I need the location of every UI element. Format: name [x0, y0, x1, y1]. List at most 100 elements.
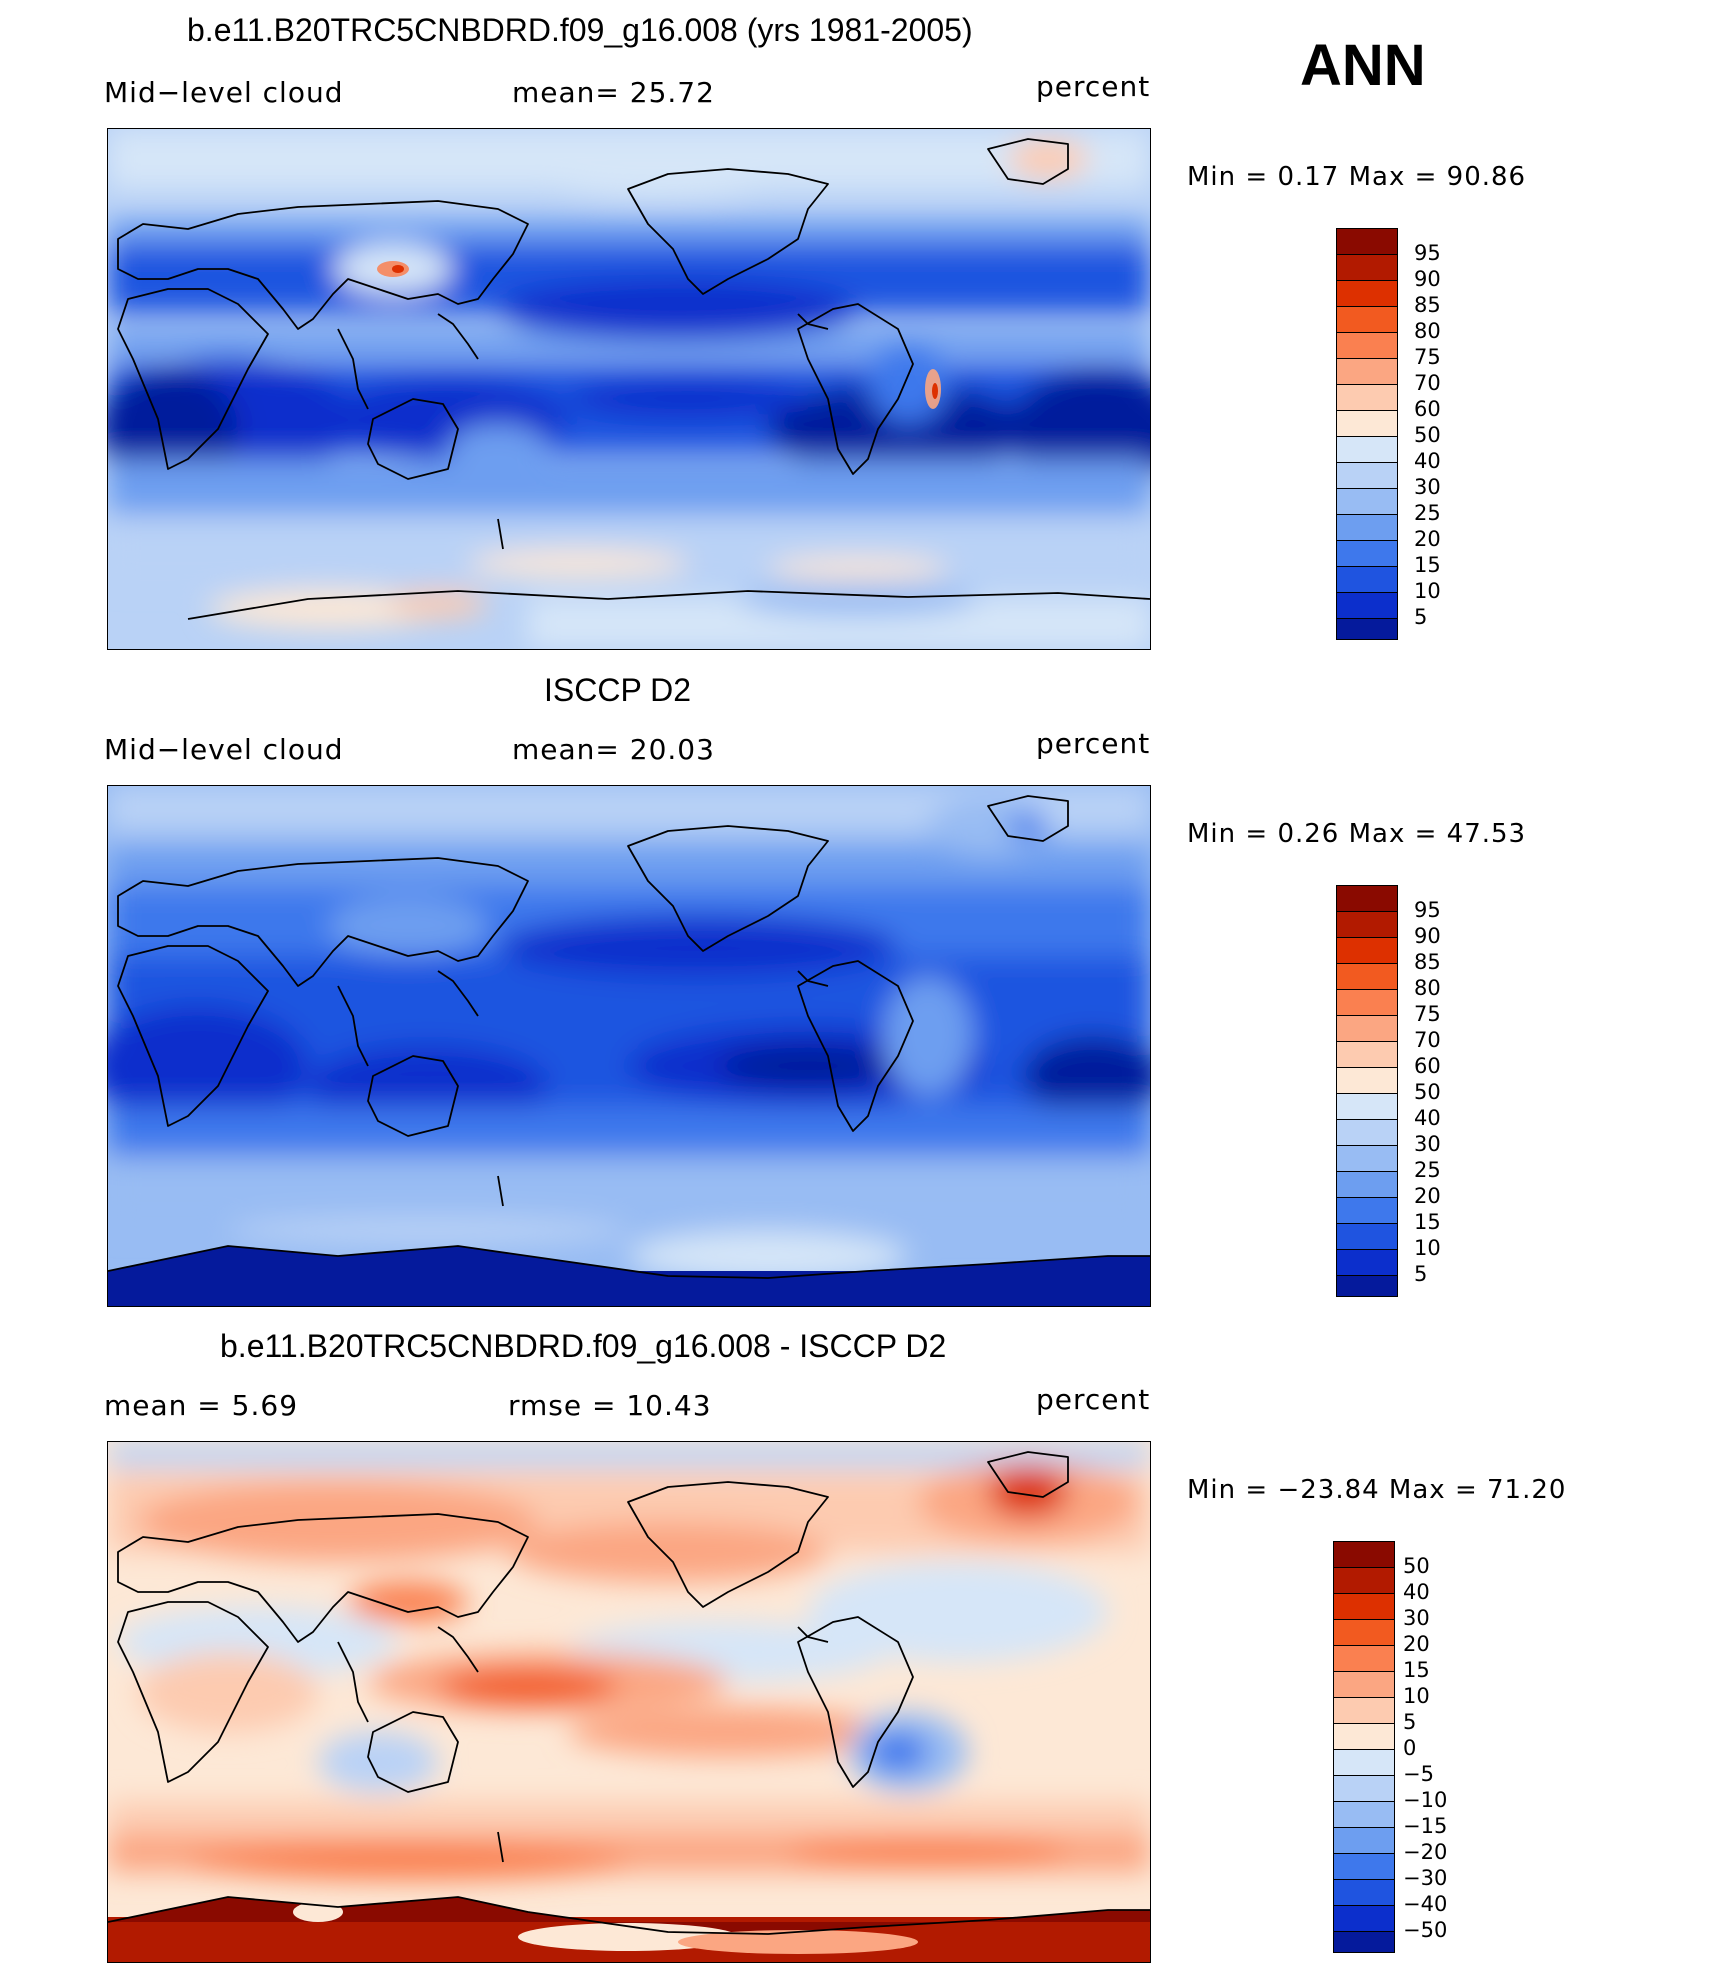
colorbar-cell: [1333, 1593, 1395, 1620]
colorbar-cell: [1336, 937, 1398, 964]
panel-3-units-label: percent: [1036, 1383, 1151, 1416]
colorbar-cell: [1336, 254, 1398, 281]
colorbar-label: 5: [1414, 1262, 1428, 1286]
colorbar-cell: [1333, 1853, 1395, 1880]
colorbar-cell: [1336, 332, 1398, 359]
colorbar-label: 25: [1414, 501, 1441, 525]
colorbar-cell: [1333, 1723, 1395, 1750]
colorbar-cell: [1336, 989, 1398, 1016]
panel-3-title: b.e11.B20TRC5CNBDRD.f09_g16.008 - ISCCP …: [220, 1328, 947, 1364]
colorbar-cell: [1336, 911, 1398, 938]
panel-2-colorbar: 95 90 85 80 75 70 60 50 40 30 25 20 15 1…: [1336, 885, 1441, 1297]
colorbar-label: 80: [1414, 319, 1441, 343]
colorbar-label: 10: [1414, 1236, 1441, 1260]
colorbar-label: 25: [1414, 1158, 1441, 1182]
colorbar-cell: [1336, 885, 1398, 912]
colorbar-label: 85: [1414, 293, 1441, 317]
colorbar-label: 15: [1414, 1210, 1441, 1234]
colorbar-label: 60: [1414, 1054, 1441, 1078]
panel-2-variable-label: Mid−level cloud: [104, 733, 344, 766]
colorbar-cell: [1333, 1541, 1395, 1568]
colorbar-label: −5: [1403, 1762, 1434, 1786]
colorbar-label: 40: [1414, 1106, 1441, 1130]
colorbar-cell: [1333, 1749, 1395, 1776]
colorbar-label: 5: [1414, 605, 1428, 629]
colorbar-cell: [1333, 1905, 1395, 1932]
colorbar-label: 90: [1414, 924, 1441, 948]
panel-2-units-label: percent: [1036, 727, 1151, 760]
colorbar-cell: [1336, 1119, 1398, 1146]
colorbar-cell: [1336, 1015, 1398, 1042]
colorbar-label: 5: [1403, 1710, 1417, 1734]
colorbar-cell: [1336, 306, 1398, 333]
colorbar-cell: [1336, 1275, 1398, 1297]
colorbar-cell: [1336, 1223, 1398, 1250]
panel-3-mean-label: mean = 5.69: [104, 1389, 299, 1422]
panel-1-minmax: Min = 0.17 Max = 90.86: [1187, 162, 1527, 192]
colorbar-cell: [1336, 488, 1398, 515]
colorbar-label: 0: [1403, 1736, 1417, 1760]
colorbar-label: −30: [1403, 1866, 1448, 1890]
colorbar-cell: [1336, 592, 1398, 619]
panel-1-mean-label: mean= 25.72: [512, 76, 715, 109]
colorbar-cell: [1333, 1671, 1395, 1698]
colorbar-cell: [1333, 1697, 1395, 1724]
colorbar-label: 75: [1414, 1002, 1441, 1026]
colorbar-label: 75: [1414, 345, 1441, 369]
colorbar-cell: [1333, 1567, 1395, 1594]
colorbar-cell: [1336, 963, 1398, 990]
colorbar-label: 95: [1414, 898, 1441, 922]
colorbar-cell: [1336, 1197, 1398, 1224]
colorbar-label: 15: [1403, 1658, 1430, 1682]
panel-1-colorbar: 95 90 85 80 75 70 60 50 40 30 25 20 15 1…: [1336, 228, 1441, 640]
colorbar-label: 10: [1403, 1684, 1430, 1708]
colorbar-label: 10: [1414, 579, 1441, 603]
colorbar-cell: [1336, 1041, 1398, 1068]
colorbar-cell: [1336, 566, 1398, 593]
colorbar-label: −20: [1403, 1840, 1448, 1864]
colorbar-label: 20: [1414, 527, 1441, 551]
colorbar-cell: [1333, 1801, 1395, 1828]
colorbar-label: −15: [1403, 1814, 1448, 1838]
colorbar-label: −40: [1403, 1892, 1448, 1916]
colorbar-label: 60: [1414, 397, 1441, 421]
colorbar-label: 30: [1414, 475, 1441, 499]
colorbar-label: 70: [1414, 1028, 1441, 1052]
colorbar-cell: [1336, 1067, 1398, 1094]
colorbar-cell: [1336, 358, 1398, 385]
colorbar-label: −10: [1403, 1788, 1448, 1812]
colorbar-cell: [1336, 384, 1398, 411]
panel-2-minmax: Min = 0.26 Max = 47.53: [1187, 819, 1527, 849]
season-label: ANN: [1300, 33, 1426, 98]
panel-2-map: [107, 785, 1151, 1307]
colorbar-cell: [1336, 1145, 1398, 1172]
colorbar-label: 20: [1403, 1632, 1430, 1656]
colorbar-cell: [1336, 618, 1398, 640]
panel-1-title: b.e11.B20TRC5CNBDRD.f09_g16.008 (yrs 198…: [187, 12, 973, 48]
colorbar-cell: [1336, 280, 1398, 307]
colorbar-cell: [1336, 436, 1398, 463]
colorbar-label: 70: [1414, 371, 1441, 395]
colorbar-label: 95: [1414, 241, 1441, 265]
colorbar-cell: [1336, 540, 1398, 567]
colorbar-cell: [1336, 462, 1398, 489]
colorbar-cell: [1333, 1619, 1395, 1646]
panel-1-variable-label: Mid−level cloud: [104, 76, 344, 109]
colorbar-label: 50: [1414, 423, 1441, 447]
panel-3-minmax: Min = −23.84 Max = 71.20: [1187, 1475, 1567, 1505]
colorbar-cell: [1336, 1171, 1398, 1198]
colorbar-cell: [1336, 410, 1398, 437]
colorbar-label: 50: [1403, 1554, 1430, 1578]
panel-3-map: [107, 1441, 1151, 1963]
panel-3-rmse-label: rmse = 10.43: [508, 1389, 712, 1422]
colorbar-cell: [1336, 228, 1398, 255]
colorbar-cell: [1333, 1775, 1395, 1802]
panel-2-mean-label: mean= 20.03: [512, 733, 715, 766]
panel-3-map-plot: [108, 1442, 1150, 1962]
colorbar-cell: [1333, 1645, 1395, 1672]
colorbar-cell: [1336, 514, 1398, 541]
colorbar-cell: [1336, 1093, 1398, 1120]
colorbar-label: 40: [1414, 449, 1441, 473]
colorbar-label: 40: [1403, 1580, 1430, 1604]
panel-1-map: [107, 128, 1151, 650]
